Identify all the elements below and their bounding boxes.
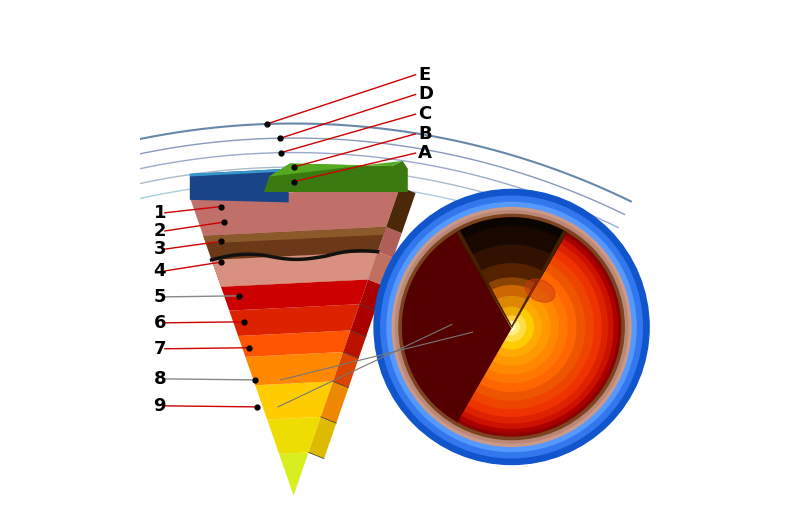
Text: C: C bbox=[418, 105, 431, 123]
Polygon shape bbox=[255, 381, 333, 419]
Circle shape bbox=[465, 280, 558, 374]
Text: B: B bbox=[418, 125, 432, 143]
Polygon shape bbox=[378, 227, 402, 258]
Polygon shape bbox=[267, 417, 321, 454]
Polygon shape bbox=[238, 331, 350, 357]
Circle shape bbox=[482, 297, 541, 357]
Polygon shape bbox=[190, 187, 400, 236]
Circle shape bbox=[402, 218, 621, 436]
Circle shape bbox=[438, 254, 585, 400]
Circle shape bbox=[422, 238, 601, 416]
Text: 4: 4 bbox=[154, 262, 166, 280]
Polygon shape bbox=[190, 169, 289, 176]
Circle shape bbox=[410, 226, 613, 428]
Text: 1: 1 bbox=[154, 204, 166, 222]
Circle shape bbox=[456, 271, 567, 383]
Polygon shape bbox=[270, 161, 402, 176]
Polygon shape bbox=[359, 279, 384, 310]
Circle shape bbox=[447, 263, 576, 391]
Polygon shape bbox=[206, 235, 383, 260]
Wedge shape bbox=[496, 296, 527, 327]
Text: 8: 8 bbox=[154, 370, 166, 388]
Circle shape bbox=[395, 211, 628, 443]
Circle shape bbox=[392, 208, 631, 446]
Polygon shape bbox=[203, 227, 386, 260]
Wedge shape bbox=[511, 231, 566, 327]
Polygon shape bbox=[203, 227, 386, 243]
Wedge shape bbox=[494, 292, 529, 327]
Circle shape bbox=[381, 196, 642, 458]
Text: 9: 9 bbox=[154, 397, 166, 415]
Circle shape bbox=[490, 305, 534, 349]
Circle shape bbox=[498, 313, 526, 341]
Wedge shape bbox=[491, 285, 532, 327]
Polygon shape bbox=[212, 252, 378, 286]
Text: A: A bbox=[418, 144, 432, 162]
Text: E: E bbox=[418, 66, 430, 84]
Circle shape bbox=[430, 245, 594, 409]
Polygon shape bbox=[350, 304, 375, 337]
Wedge shape bbox=[457, 231, 511, 327]
Polygon shape bbox=[212, 252, 378, 286]
Wedge shape bbox=[502, 307, 522, 327]
Circle shape bbox=[387, 202, 636, 452]
Text: 3: 3 bbox=[154, 240, 166, 258]
Polygon shape bbox=[368, 252, 394, 285]
Circle shape bbox=[374, 189, 649, 465]
Wedge shape bbox=[487, 278, 536, 327]
Polygon shape bbox=[309, 459, 324, 502]
Polygon shape bbox=[230, 304, 359, 336]
Wedge shape bbox=[480, 264, 543, 327]
Wedge shape bbox=[462, 227, 562, 327]
Polygon shape bbox=[264, 161, 408, 192]
Wedge shape bbox=[402, 233, 511, 421]
Wedge shape bbox=[509, 321, 514, 327]
Polygon shape bbox=[203, 227, 386, 260]
Circle shape bbox=[416, 231, 607, 423]
Ellipse shape bbox=[526, 279, 555, 302]
Text: 2: 2 bbox=[154, 222, 166, 240]
Wedge shape bbox=[470, 245, 553, 327]
Text: 6: 6 bbox=[154, 314, 166, 332]
Polygon shape bbox=[294, 496, 309, 502]
Polygon shape bbox=[343, 331, 366, 358]
Polygon shape bbox=[333, 352, 358, 388]
Circle shape bbox=[508, 324, 515, 330]
Circle shape bbox=[399, 214, 624, 440]
Polygon shape bbox=[221, 279, 368, 310]
Text: 7: 7 bbox=[154, 340, 166, 358]
Text: 5: 5 bbox=[154, 288, 166, 306]
Polygon shape bbox=[386, 187, 415, 233]
Polygon shape bbox=[190, 169, 289, 202]
Polygon shape bbox=[279, 453, 309, 496]
Text: D: D bbox=[418, 86, 433, 103]
Circle shape bbox=[406, 221, 618, 433]
Wedge shape bbox=[506, 316, 517, 327]
Circle shape bbox=[504, 319, 519, 335]
Polygon shape bbox=[246, 352, 343, 385]
Wedge shape bbox=[457, 218, 566, 327]
Circle shape bbox=[474, 289, 550, 365]
Polygon shape bbox=[309, 417, 336, 459]
Polygon shape bbox=[321, 381, 349, 423]
